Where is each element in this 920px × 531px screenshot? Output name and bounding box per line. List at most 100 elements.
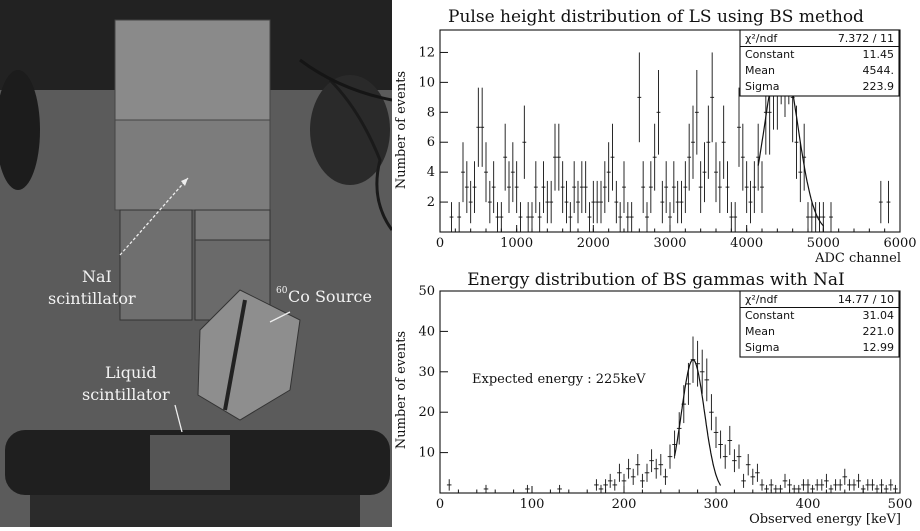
experimental-setup-photo: NaI scintillator 60 Co Source Liquid sci…	[0, 0, 394, 527]
chart-1-data-point	[560, 161, 565, 214]
chart-2-data-point	[667, 444, 673, 469]
chart-1-data-point	[729, 202, 734, 232]
chart-1-ytick-label: 12	[418, 45, 435, 60]
nai-arrow	[119, 177, 189, 256]
chart-1-data-point	[710, 52, 715, 143]
chart-2-data-point	[847, 479, 852, 491]
chart-2-xtick-label: 100	[520, 497, 545, 512]
chart-2-data-point	[557, 484, 562, 493]
chart-2-data-point	[837, 479, 843, 491]
chart-1-data-point	[675, 180, 680, 224]
chart-2-data-point	[649, 449, 654, 473]
chart-1-data-point	[660, 180, 665, 224]
chart-1-data-point	[760, 161, 764, 214]
chart-1-data-point	[533, 161, 538, 214]
chart-1-data-point	[737, 87, 741, 167]
chart-2-stat-label-1: Constant	[745, 309, 795, 322]
chart-1-ytick-label: 6	[427, 135, 435, 150]
chart-2-data-point	[814, 479, 820, 491]
chart-1-data-point	[449, 202, 454, 232]
chart-2-data-point	[594, 479, 599, 491]
liquid-scintillator-arrow	[174, 404, 183, 433]
chart-1-xtick-label: 6000	[883, 236, 916, 251]
chart-1-data-point	[714, 142, 718, 203]
chart-1-data-point	[583, 161, 588, 214]
chart-2-data-point	[805, 479, 811, 491]
chart-2-data-point	[893, 484, 898, 493]
chart-1-data-point	[664, 161, 669, 214]
chart-1-data-point	[553, 123, 557, 191]
chart-1-stat-value-3: 223.9	[863, 80, 895, 93]
chart-1-data-point	[530, 202, 534, 232]
chart-2-data-point	[874, 484, 880, 493]
chart-1-data-point	[809, 202, 814, 232]
chart-1-data-point	[691, 105, 695, 179]
chart-1-data-point	[687, 123, 692, 191]
chart-2-data-point	[630, 468, 636, 485]
chart-1-data-point	[652, 123, 657, 191]
chart-1-data-point	[564, 180, 569, 224]
chart-1-ytick-label: 2	[427, 195, 435, 210]
chart-2-data-point	[741, 473, 746, 488]
chart-2-stat-value-3: 12.99	[863, 341, 895, 354]
chart-1-stat-label-1: Constant	[745, 48, 795, 61]
chart-2-data-point	[607, 473, 613, 488]
chart-1-data-point	[625, 202, 630, 232]
chart-1-stat-value-2: 4544.	[863, 64, 895, 77]
chart-2-data-point	[755, 463, 760, 482]
chart-1-xtick-label: 3000	[653, 236, 686, 251]
chart-2-xtick-label: 300	[704, 497, 729, 512]
chart-1-data-point	[798, 142, 803, 203]
chart-1-data-point	[461, 142, 465, 203]
chart-2-data-point	[860, 484, 866, 493]
chart-1-data-point	[645, 202, 649, 232]
chart-1-ylabel: Number of events	[394, 71, 409, 189]
chart-1-xtick-label: 1000	[500, 236, 533, 251]
chart-2-data-point	[732, 449, 737, 473]
chart-1-data-point	[545, 180, 550, 224]
chart-2-data-point	[842, 468, 848, 485]
chart-2-xtick-label: 200	[612, 497, 637, 512]
chart-1-data-point	[595, 180, 600, 224]
chart-1-xlabel: ADC channel	[814, 251, 901, 266]
chart-2-data-point	[635, 454, 641, 476]
chart-1-data-point	[522, 105, 527, 179]
chart-1-data-point	[733, 202, 738, 232]
chart-2-data-point	[736, 444, 742, 469]
chart-2-ytick-label: 30	[418, 365, 435, 380]
chart-1-xtick-label: 2000	[577, 236, 610, 251]
chart-2-data-point	[773, 484, 779, 493]
chart-1-data-point	[495, 202, 500, 232]
chart-2-data-point	[713, 416, 719, 449]
chart-1-data-point	[537, 202, 542, 232]
chart-1-data-point	[491, 161, 496, 214]
chart-2-data-point	[626, 458, 631, 479]
chart-2-stat-value-1: 31.04	[863, 309, 895, 322]
chart-1-data-point	[526, 202, 531, 232]
chart-2-data-point	[718, 430, 723, 459]
chart-2-data-point	[778, 484, 783, 493]
chart-2-data-point	[598, 484, 604, 493]
chart-1-data-point	[641, 161, 646, 214]
chart-1-data-point	[622, 161, 626, 214]
chart-1-data-point	[721, 105, 726, 179]
chart-2-xtick-label: 0	[436, 497, 444, 512]
chart-2-data-point	[870, 479, 875, 491]
chart-1-data-point	[591, 180, 596, 224]
nai-label-line-1: NaI	[82, 267, 112, 286]
chart-1-data-point	[886, 180, 891, 224]
chart-1-data-point	[507, 161, 511, 214]
chart-1-data-point	[698, 161, 703, 214]
chart-2-data-point	[865, 479, 871, 491]
chart-1-data-point	[614, 180, 619, 224]
chart-2-fit-curve	[674, 359, 722, 486]
chart-1-data-point	[725, 161, 730, 214]
chart-2-xtick-label: 400	[796, 497, 821, 512]
chart-2-frame	[439, 290, 901, 494]
chart-1-data-point	[510, 142, 515, 203]
chart-2-data-point	[883, 484, 889, 493]
chart-1-data-point	[748, 180, 753, 224]
chart-1-xtick-label: 4000	[730, 236, 763, 251]
chart-2-data-point	[722, 444, 728, 469]
chart-1-data-point	[668, 202, 672, 232]
